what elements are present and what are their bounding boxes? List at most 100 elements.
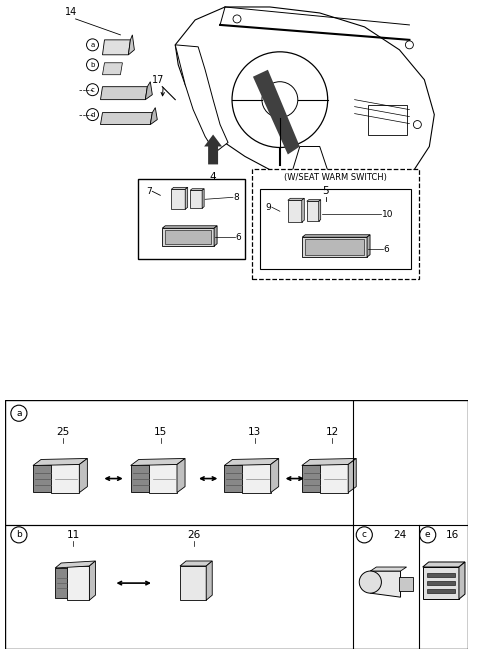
Polygon shape bbox=[371, 567, 407, 571]
Polygon shape bbox=[305, 239, 364, 255]
Text: 25: 25 bbox=[57, 427, 70, 438]
Polygon shape bbox=[150, 108, 157, 125]
Polygon shape bbox=[320, 464, 348, 493]
Polygon shape bbox=[288, 200, 302, 222]
Text: a: a bbox=[16, 409, 22, 418]
Text: a: a bbox=[90, 42, 95, 48]
Polygon shape bbox=[307, 201, 319, 221]
Text: (W/SEAT WARM SWITCH): (W/SEAT WARM SWITCH) bbox=[284, 173, 387, 182]
Text: 14: 14 bbox=[64, 7, 77, 17]
Polygon shape bbox=[348, 459, 356, 493]
Bar bbox=[427, 581, 455, 585]
Text: b: b bbox=[16, 530, 22, 539]
Circle shape bbox=[262, 82, 298, 117]
Bar bbox=[252, 169, 420, 279]
Polygon shape bbox=[224, 459, 279, 466]
Circle shape bbox=[232, 52, 328, 148]
Polygon shape bbox=[190, 190, 202, 208]
Polygon shape bbox=[145, 82, 152, 100]
Polygon shape bbox=[423, 562, 465, 567]
Polygon shape bbox=[214, 226, 217, 246]
Polygon shape bbox=[302, 459, 356, 466]
Polygon shape bbox=[177, 459, 185, 493]
Polygon shape bbox=[242, 464, 271, 493]
Polygon shape bbox=[398, 577, 413, 591]
Polygon shape bbox=[190, 189, 204, 190]
Polygon shape bbox=[302, 466, 322, 491]
Text: 7: 7 bbox=[146, 187, 152, 196]
Text: c: c bbox=[91, 87, 95, 92]
Polygon shape bbox=[285, 146, 349, 236]
Polygon shape bbox=[204, 134, 222, 165]
Polygon shape bbox=[33, 459, 87, 466]
Text: 5: 5 bbox=[323, 186, 329, 196]
Text: 15: 15 bbox=[154, 427, 168, 438]
Polygon shape bbox=[51, 464, 79, 493]
Circle shape bbox=[359, 571, 382, 593]
Polygon shape bbox=[171, 188, 188, 190]
Text: 8: 8 bbox=[233, 193, 239, 202]
Text: 12: 12 bbox=[325, 427, 339, 438]
Text: 11: 11 bbox=[67, 530, 80, 540]
Polygon shape bbox=[319, 199, 321, 221]
Polygon shape bbox=[253, 70, 300, 154]
Polygon shape bbox=[162, 226, 217, 228]
Bar bbox=[260, 190, 411, 269]
Polygon shape bbox=[423, 567, 459, 599]
Text: e: e bbox=[425, 530, 431, 539]
Text: 9: 9 bbox=[265, 203, 271, 212]
Circle shape bbox=[406, 41, 413, 49]
Polygon shape bbox=[302, 198, 304, 222]
Text: c: c bbox=[362, 530, 367, 539]
Polygon shape bbox=[89, 561, 96, 600]
Text: 6: 6 bbox=[384, 245, 389, 254]
Polygon shape bbox=[175, 7, 434, 190]
Polygon shape bbox=[103, 40, 131, 55]
Polygon shape bbox=[131, 459, 185, 466]
Polygon shape bbox=[180, 561, 212, 566]
Bar bbox=[427, 589, 455, 593]
Polygon shape bbox=[271, 459, 279, 493]
Polygon shape bbox=[202, 189, 204, 208]
Polygon shape bbox=[131, 466, 151, 491]
Polygon shape bbox=[371, 571, 400, 597]
Polygon shape bbox=[162, 228, 214, 246]
Polygon shape bbox=[79, 459, 87, 493]
Text: b: b bbox=[90, 62, 95, 68]
Text: 16: 16 bbox=[446, 530, 459, 540]
Bar bbox=[368, 104, 408, 134]
Polygon shape bbox=[165, 230, 211, 244]
Polygon shape bbox=[175, 45, 228, 152]
Text: 4: 4 bbox=[210, 173, 216, 182]
Text: 17: 17 bbox=[152, 75, 165, 85]
Polygon shape bbox=[33, 466, 53, 491]
Polygon shape bbox=[459, 562, 465, 599]
Polygon shape bbox=[100, 113, 152, 125]
Bar bbox=[427, 573, 455, 577]
Polygon shape bbox=[55, 561, 96, 568]
Bar bbox=[138, 179, 245, 259]
Polygon shape bbox=[103, 63, 122, 75]
Text: 13: 13 bbox=[248, 427, 261, 438]
Text: 24: 24 bbox=[393, 530, 406, 540]
Polygon shape bbox=[180, 566, 206, 600]
Text: 26: 26 bbox=[188, 530, 201, 540]
Text: 10: 10 bbox=[382, 210, 393, 218]
Text: d: d bbox=[90, 112, 95, 117]
Polygon shape bbox=[171, 190, 185, 209]
Polygon shape bbox=[149, 464, 177, 493]
Polygon shape bbox=[224, 466, 244, 491]
Circle shape bbox=[413, 121, 421, 129]
Polygon shape bbox=[100, 87, 147, 100]
Polygon shape bbox=[128, 35, 134, 55]
Text: 6: 6 bbox=[235, 233, 241, 241]
Polygon shape bbox=[67, 566, 89, 600]
Polygon shape bbox=[302, 237, 367, 257]
Circle shape bbox=[233, 15, 241, 23]
Polygon shape bbox=[288, 198, 304, 200]
Polygon shape bbox=[367, 235, 370, 257]
Polygon shape bbox=[206, 561, 212, 600]
Polygon shape bbox=[302, 235, 370, 237]
Polygon shape bbox=[55, 568, 69, 598]
Polygon shape bbox=[307, 199, 321, 201]
